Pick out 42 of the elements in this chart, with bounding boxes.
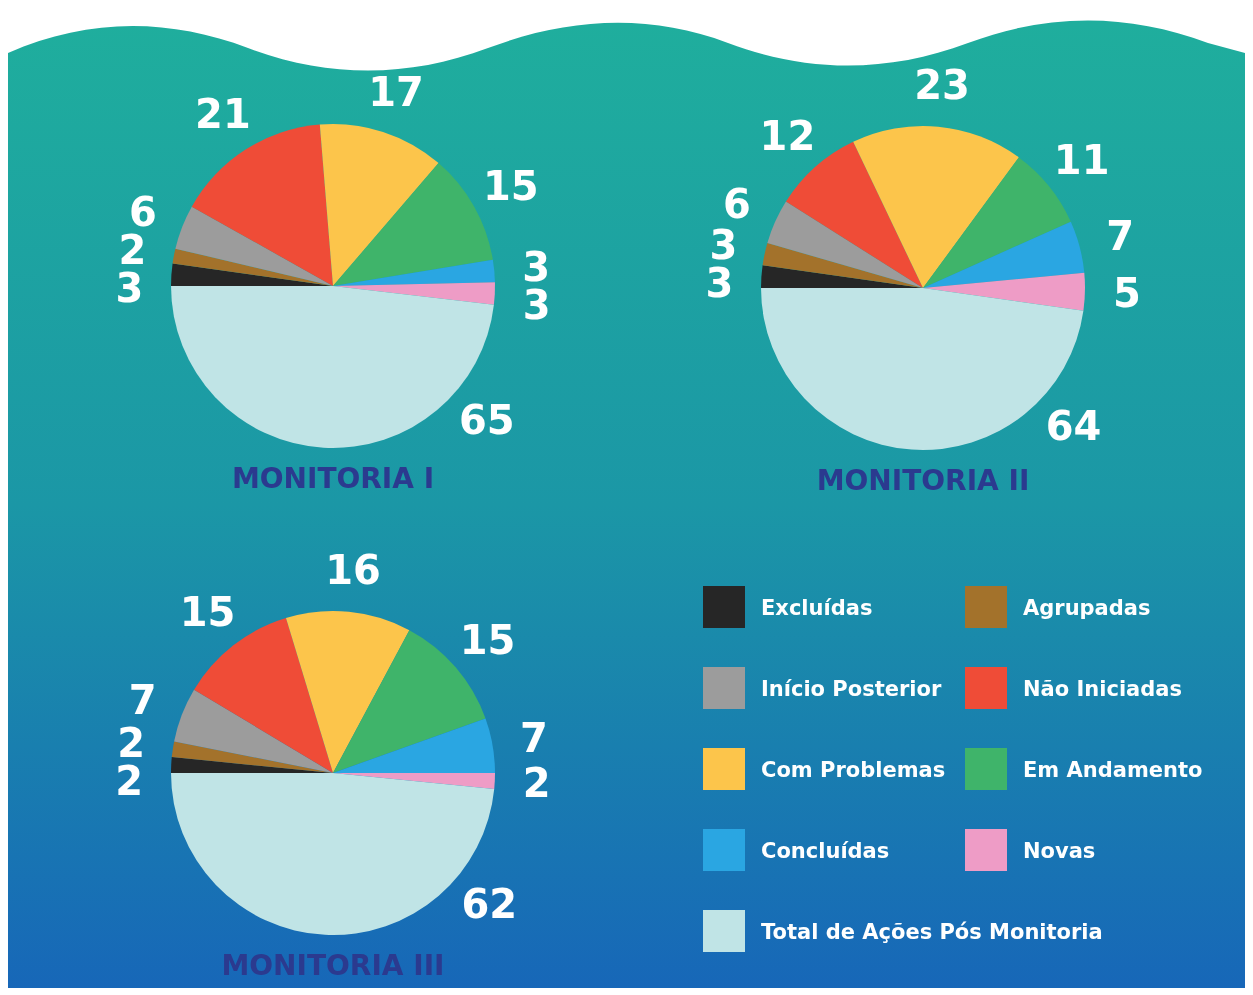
data-label: 65 [459, 396, 515, 443]
pie-slice [333, 259, 495, 286]
legend-label: Início Posterior [761, 677, 942, 701]
legend-label: Agrupadas [1023, 596, 1151, 620]
data-label: 6 [722, 181, 751, 228]
data-label: 21 [195, 91, 251, 138]
data-label: 7 [1106, 212, 1135, 259]
data-label: 16 [325, 546, 381, 593]
pie-slice [923, 221, 1085, 288]
pie-slice [285, 611, 410, 773]
data-label: 17 [368, 68, 424, 115]
text: MONITORIA II [816, 464, 1030, 497]
pie-slice [853, 126, 1019, 288]
pie-slice [171, 741, 333, 773]
pie-slice [175, 206, 333, 286]
data-label: 64 [1045, 402, 1102, 449]
legend-label: Não Iniciadas [1023, 677, 1182, 701]
data-label: 7 [520, 715, 548, 762]
pie-slice [172, 248, 333, 286]
legend-label: Em Andamento [1023, 758, 1203, 782]
pie-slice [319, 124, 439, 286]
legend-label: Total de Ações Pós Monitoria [761, 920, 1103, 944]
data-label: 12 [759, 112, 816, 159]
data-label: 3 [115, 264, 144, 311]
data-label: 62 [461, 881, 518, 928]
text: MONITORIA I [231, 462, 435, 495]
data-label: 15 [459, 616, 516, 663]
pie-slice [174, 689, 333, 773]
pie-slice [767, 201, 923, 288]
pie-slice [333, 718, 495, 773]
data-label: 11 [1053, 136, 1110, 183]
data-label: 15 [179, 589, 236, 636]
legend-label: Com Problemas [761, 758, 946, 782]
data-label: 5 [1113, 269, 1141, 316]
data-label: 2 [522, 760, 551, 807]
data-label: 15 [483, 163, 539, 210]
legend-label: Concluídas [761, 839, 890, 863]
pie-slice [762, 243, 923, 288]
legend-label: Novas [1023, 839, 1096, 863]
data-label: 23 [914, 61, 970, 108]
data-label: 7 [128, 676, 157, 723]
legend-label: Excluídas [761, 596, 873, 620]
